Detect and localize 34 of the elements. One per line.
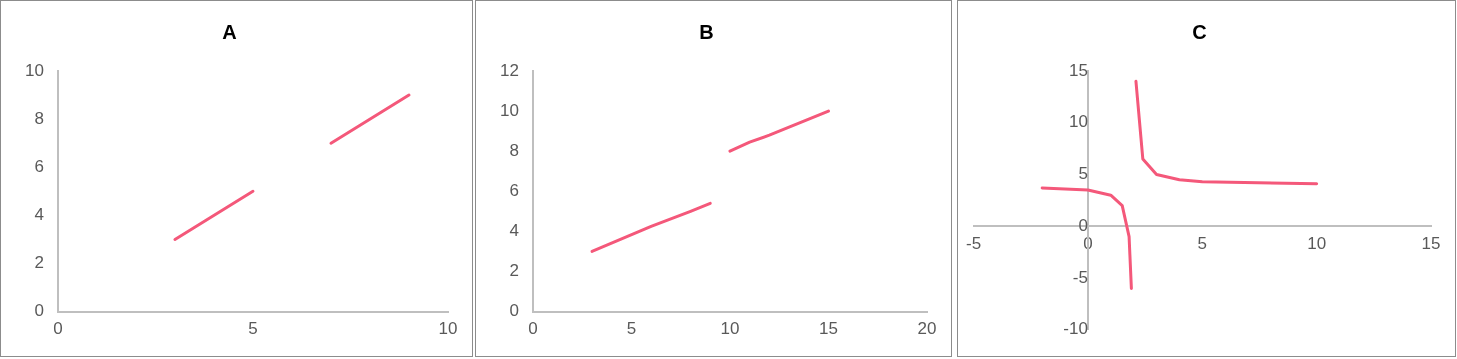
x-tick-label: 0: [53, 319, 63, 339]
x-tick-label: 15: [819, 319, 838, 339]
x-tick-label: 5: [626, 319, 637, 339]
y-tick-label: -5: [1072, 267, 1088, 287]
y-tick-label: 5: [1078, 164, 1088, 184]
y-tick-label: -10: [1063, 319, 1088, 339]
y-tick-label: 10: [24, 60, 44, 80]
chart-title: B: [699, 20, 714, 43]
y-tick-label: 0: [1078, 215, 1088, 235]
y-tick-label: 8: [34, 108, 44, 128]
y-tick-label: 6: [34, 156, 44, 176]
y-tick-label: 0: [509, 301, 519, 321]
y-tick-label: 15: [1069, 60, 1088, 80]
y-tick-label: 0: [34, 301, 44, 321]
y-tick-label: 6: [509, 180, 519, 200]
x-tick-label: -5: [966, 234, 982, 254]
y-tick-label: 2: [34, 253, 44, 273]
y-tick-label: 12: [499, 60, 519, 80]
x-tick-label: 5: [1197, 234, 1208, 254]
x-tick-label: 20: [917, 319, 937, 339]
x-tick-label: 10: [1307, 234, 1327, 254]
y-tick-label: 4: [509, 221, 519, 241]
y-tick-label: 8: [509, 140, 519, 160]
chart-title: A: [222, 20, 237, 43]
y-tick-label: 4: [34, 205, 44, 225]
y-tick-label: 10: [499, 100, 519, 120]
chart-title: C: [1192, 20, 1207, 43]
y-tick-label: 10: [1069, 112, 1088, 132]
x-tick-label: 5: [248, 319, 258, 339]
y-tick-label: 2: [509, 261, 519, 281]
x-tick-label: 10: [720, 319, 740, 339]
x-tick-label: 15: [1421, 234, 1441, 254]
x-tick-label: 10: [438, 319, 458, 339]
x-tick-label: 0: [528, 319, 538, 339]
